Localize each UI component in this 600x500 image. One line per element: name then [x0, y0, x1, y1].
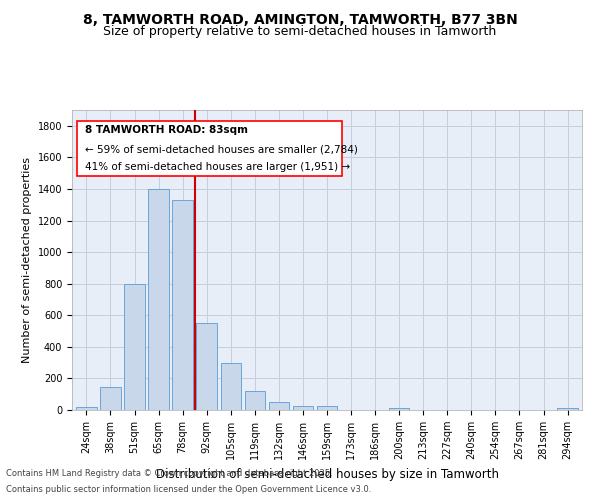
- Bar: [148, 189, 169, 410]
- Bar: [269, 402, 289, 410]
- Text: 8, TAMWORTH ROAD, AMINGTON, TAMWORTH, B77 3BN: 8, TAMWORTH ROAD, AMINGTON, TAMWORTH, B7…: [83, 12, 517, 26]
- Text: 41% of semi-detached houses are larger (1,951) →: 41% of semi-detached houses are larger (…: [85, 162, 350, 172]
- Bar: [317, 406, 337, 410]
- Bar: [124, 284, 145, 410]
- Bar: [293, 406, 313, 410]
- X-axis label: Distribution of semi-detached houses by size in Tamworth: Distribution of semi-detached houses by …: [155, 468, 499, 480]
- Text: Contains public sector information licensed under the Open Government Licence v3: Contains public sector information licen…: [6, 485, 371, 494]
- Bar: [196, 323, 217, 410]
- Bar: [221, 364, 241, 410]
- Bar: [389, 408, 409, 410]
- Text: Size of property relative to semi-detached houses in Tamworth: Size of property relative to semi-detach…: [103, 25, 497, 38]
- Bar: [76, 407, 97, 410]
- Text: Contains HM Land Registry data © Crown copyright and database right 2025.: Contains HM Land Registry data © Crown c…: [6, 468, 332, 477]
- Bar: [100, 386, 121, 410]
- Bar: [172, 200, 193, 410]
- Bar: [245, 391, 265, 410]
- Y-axis label: Number of semi-detached properties: Number of semi-detached properties: [22, 157, 32, 363]
- Text: 8 TAMWORTH ROAD: 83sqm: 8 TAMWORTH ROAD: 83sqm: [85, 125, 248, 135]
- Text: ← 59% of semi-detached houses are smaller (2,784): ← 59% of semi-detached houses are smalle…: [85, 144, 358, 154]
- FancyBboxPatch shape: [77, 120, 342, 176]
- Bar: [557, 408, 578, 410]
